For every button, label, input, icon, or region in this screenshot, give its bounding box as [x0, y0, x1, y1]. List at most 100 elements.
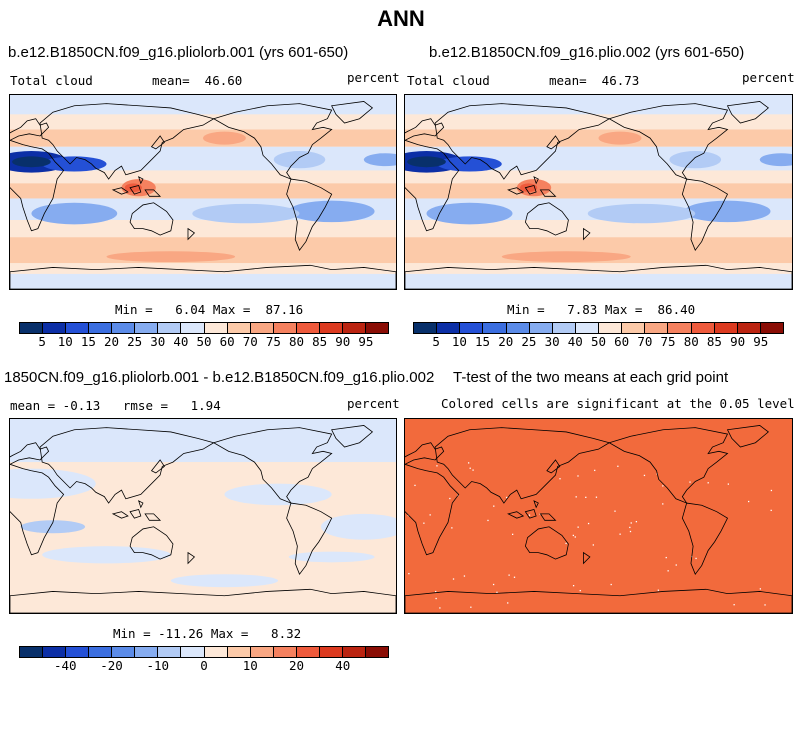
panel1-mean-label: mean= 46.60 [152, 73, 243, 88]
nonsignificant-cell [408, 572, 410, 575]
cloud-band [10, 170, 396, 184]
panel1-variable-label: Total cloud [10, 73, 93, 88]
nonsignificant-cell [506, 496, 508, 499]
colorbar-tick-label: 60 [219, 334, 235, 349]
cloud-anomaly [501, 251, 631, 263]
panel3-title: 1850CN.f09_g16.pliolorb.001 - b.e12.B185… [4, 369, 435, 386]
cloud-band [10, 95, 396, 115]
coastline-antarctica [405, 589, 792, 613]
colorbar-swatch [135, 323, 159, 333]
nonsignificant-cell [629, 526, 631, 529]
panel2-colorbar: 5 10 15 20 25 30 40 50 60 70 75 80 85 90 95 [413, 322, 784, 350]
coastline-antarctica [10, 589, 396, 613]
colorbar-swatch [552, 323, 576, 333]
nonsignificant-cell [764, 604, 766, 606]
panel2-colorbar-ticks: 5 10 15 20 25 30 40 50 60 70 75 80 85 90 95 [413, 334, 784, 350]
nonsignificant-cell [508, 574, 510, 576]
colorbar-tick-label: 10 [242, 658, 258, 673]
cloud-anomaly [170, 574, 279, 588]
cloud-anomaly [288, 200, 375, 223]
cloud-anomaly [426, 202, 513, 225]
colorbar-swatch [66, 647, 90, 657]
colorbar-swatch [66, 323, 90, 333]
cloud-anomaly [363, 153, 396, 167]
nonsignificant-cell [662, 503, 664, 505]
colorbar-tick-label: 85 [706, 334, 722, 349]
cloud-anomaly [12, 156, 51, 168]
cloud-band [405, 170, 792, 184]
nonsignificant-cell [643, 474, 646, 477]
colorbar-tick-label: 90 [730, 334, 746, 349]
colorbar-swatch [599, 323, 623, 333]
panel1-map [9, 94, 397, 290]
coastline-greenland [728, 101, 769, 123]
coastline-europe-africa [10, 119, 64, 231]
colorbar-swatch [737, 323, 761, 333]
colorbar-tick-label: -10 [146, 658, 170, 673]
nonsignificant-cell [559, 478, 561, 480]
nonsignificant-cell [528, 514, 531, 516]
colorbar-tick-label: 50 [196, 334, 212, 349]
colorbar-tick-label: 5 [38, 334, 46, 349]
colorbar-tick-label: 80 [288, 334, 305, 349]
nonsignificant-cell [594, 469, 596, 472]
colorbar-swatch [204, 323, 228, 333]
colorbar-swatch [714, 323, 738, 333]
coastline-nz [188, 229, 194, 240]
colorbar-swatch [622, 323, 646, 333]
nonsignificant-cell [414, 484, 416, 487]
colorbar-swatch [158, 647, 182, 657]
colorbar-tick-label: 70 [242, 334, 258, 349]
colorbar-swatch [319, 647, 343, 657]
nonsignificant-cell [423, 522, 425, 524]
nonsignificant-cell [667, 570, 669, 572]
coastline-north-america [214, 104, 332, 179]
cloud-anomaly [320, 513, 396, 540]
colorbar-tick-label: 0 [200, 658, 208, 673]
colorbar-tick-label: 60 [614, 334, 630, 349]
nonsignificant-cell [707, 482, 709, 484]
nonsignificant-cell [595, 496, 598, 498]
coastline-europe-africa [405, 443, 459, 555]
colorbar-tick-label: 30 [544, 334, 560, 349]
nonsignificant-cell [657, 589, 659, 591]
nonsignificant-cell [451, 527, 453, 529]
colorbar-swatch [273, 323, 297, 333]
panel3-colorbar: -40 -20 -10 0 10 20 40 [19, 646, 389, 674]
nonsignificant-cell [487, 519, 489, 522]
colorbar-swatch [43, 647, 67, 657]
coastline-nz [583, 229, 589, 240]
colorbar-tick-label: -40 [53, 658, 77, 673]
nonsignificant-cell [452, 578, 455, 580]
coastline-japan [152, 460, 165, 473]
nonsignificant-cell [727, 483, 729, 485]
coastline-asia [435, 428, 609, 503]
colorbar-tick-label: 25 [127, 334, 143, 349]
nonsignificant-cell [436, 465, 438, 467]
cloud-band [10, 273, 396, 289]
colorbar-swatch [250, 647, 274, 657]
colorbar-swatch [158, 323, 182, 333]
colorbar-tick-label: 40 [173, 334, 189, 349]
coastline-asia [40, 428, 214, 503]
coastline-greenland [332, 101, 373, 123]
colorbar-swatch [529, 323, 553, 333]
cloud-anomaly [437, 156, 502, 172]
cloud-anomaly [288, 551, 375, 563]
panel1-units-label: percent [347, 70, 400, 85]
colorbar-tick-label: 20 [103, 334, 120, 349]
cloud-anomaly [684, 200, 771, 223]
colorbar-tick-label: 10 [57, 334, 73, 349]
cloud-band [405, 129, 792, 147]
colorbar-swatch [365, 647, 388, 657]
colorbar-tick-label: 40 [567, 334, 583, 349]
cloud-anomaly [20, 520, 86, 534]
cloud-anomaly [669, 151, 722, 169]
coastline-australia [130, 527, 173, 559]
nonsignificant-cell [675, 564, 677, 566]
colorbar-swatch [89, 323, 113, 333]
coastline-australia [130, 203, 173, 235]
nonsignificant-cell [439, 607, 441, 609]
nonsignificant-cell [472, 469, 474, 471]
coastline-antarctica [10, 265, 396, 289]
